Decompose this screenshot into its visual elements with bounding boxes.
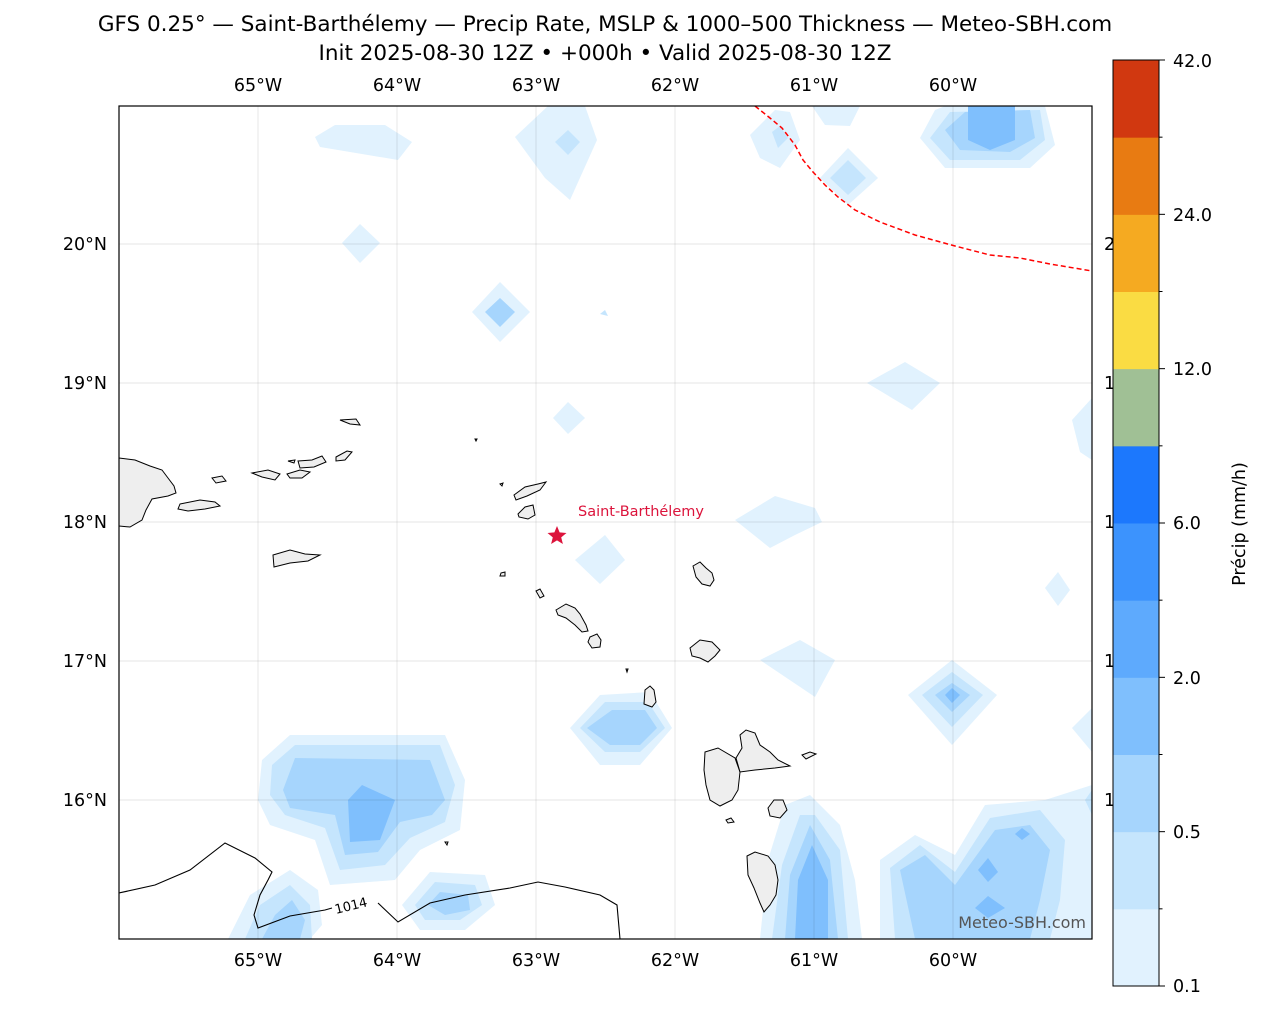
lat-label-left: 17°N — [63, 652, 107, 672]
colorbar-band — [1113, 677, 1159, 755]
colorbar-band — [1113, 831, 1159, 910]
colorbar-tick-label: 0.5 — [1173, 823, 1201, 843]
colorbar-band — [1113, 908, 1159, 987]
colorbar-band — [1113, 523, 1159, 601]
land-masses — [119, 418, 818, 913]
lon-label-bottom: 65°W — [234, 951, 282, 971]
place-label: Saint-Barthélemy — [578, 504, 704, 520]
colorbar-band — [1113, 60, 1159, 138]
map-title: GFS 0.25° — Saint-Barthélemy — Precip Ra… — [97, 12, 1113, 37]
colorbar-band — [1113, 214, 1159, 292]
lon-label-top: 61°W — [790, 76, 838, 96]
lon-label-top: 60°W — [929, 76, 977, 96]
lon-label-bottom: 60°W — [929, 951, 977, 971]
lon-label-top: 64°W — [373, 76, 421, 96]
lat-label-left: 18°N — [63, 513, 107, 533]
colorbar-label: Précip (mm/h) — [1230, 462, 1250, 586]
colorbar-tick-label: 42.0 — [1173, 52, 1212, 72]
colorbar-tick-label: 2.0 — [1173, 669, 1201, 689]
isobar-1014 — [119, 842, 621, 939]
colorbar: 0.1 0.5 2.0 6.0 12.0 24.0 42.0 Précip (m… — [1112, 52, 1250, 997]
lat-label-left: 16°N — [63, 791, 107, 811]
colorbar-band — [1113, 137, 1159, 215]
colorbar-band — [1113, 600, 1159, 678]
colorbar-band — [1113, 445, 1159, 524]
lon-label-bottom: 63°W — [512, 951, 560, 971]
lat-label-left: 20°N — [63, 235, 107, 255]
saint-barthelemy-marker — [547, 526, 567, 544]
watermark: Meteo-SBH.com — [958, 913, 1086, 932]
colorbar-band — [1113, 754, 1159, 833]
colorbar-tick-label: 6.0 — [1173, 514, 1201, 534]
colorbar-tick-label: 24.0 — [1173, 206, 1212, 226]
map-subtitle: Init 2025-08-30 12Z • +000h • Valid 2025… — [318, 41, 892, 66]
colorbar-tick-label: 12.0 — [1173, 360, 1212, 380]
lon-label-top: 65°W — [234, 76, 282, 96]
lat-label-left: 19°N — [63, 374, 107, 394]
precip-field — [228, 106, 1092, 939]
lon-label-top: 62°W — [651, 76, 699, 96]
lon-label-bottom: 62°W — [651, 951, 699, 971]
colorbar-band — [1113, 368, 1159, 447]
colorbar-tick-label: 0.1 — [1173, 977, 1201, 997]
colorbar-band — [1113, 291, 1159, 370]
lon-label-bottom: 64°W — [373, 951, 421, 971]
lon-label-bottom: 61°W — [790, 951, 838, 971]
lon-label-top: 63°W — [512, 76, 560, 96]
